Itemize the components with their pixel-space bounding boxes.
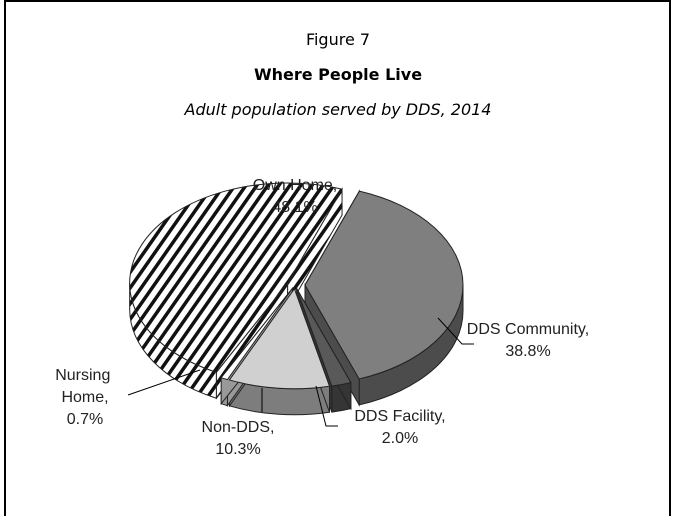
slice-label: Nursing Home, [55, 367, 115, 406]
chart-caption: Adult population served by DDS, 2014 [184, 100, 492, 119]
pie [129, 182, 464, 416]
value-label: 0.7% [67, 411, 103, 428]
slice [304, 190, 464, 380]
chart-title: Figure 7 [306, 30, 370, 49]
slice [220, 288, 293, 381]
slice [228, 287, 331, 390]
leader-line [315, 385, 338, 427]
slice-label: DDS Community, [467, 321, 589, 338]
value-label: 10.3% [215, 441, 260, 458]
slice-label: Non-DDS, [202, 419, 275, 436]
slice [129, 182, 343, 373]
slice-label: DDS Facility, [354, 408, 445, 425]
value-label: 38.8% [505, 343, 550, 360]
leader-line [127, 369, 201, 396]
leader-line [437, 317, 474, 345]
value-label: 48.1% [272, 199, 317, 216]
slice-label: Own Home, [253, 177, 337, 194]
value-label: 2.0% [382, 430, 418, 447]
chart-subtitle: Where People Live [254, 65, 422, 84]
slice [296, 288, 352, 387]
